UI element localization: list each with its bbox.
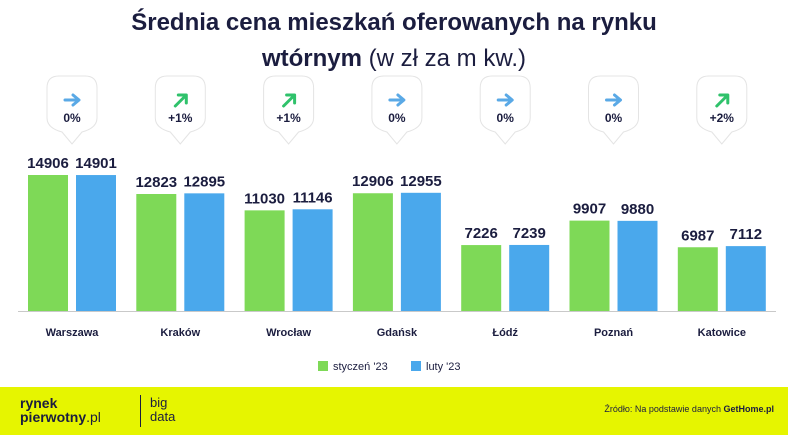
data-label: 6987 xyxy=(681,227,714,244)
bar xyxy=(461,245,502,311)
bar xyxy=(184,193,225,311)
change-marker xyxy=(479,75,531,145)
change-percent-label: +1% xyxy=(276,111,301,125)
legend-label: styczeń '23 xyxy=(333,361,388,373)
bar xyxy=(725,246,766,311)
bar xyxy=(28,175,68,311)
data-label: 12895 xyxy=(183,173,225,190)
source-prefix: Źródło: Na podstawie danych xyxy=(604,404,721,414)
big-data-logo: big data xyxy=(150,396,175,424)
right-arrow-icon xyxy=(63,93,81,107)
up-right-arrow-icon xyxy=(282,93,297,108)
change-percent-label: 0% xyxy=(63,111,81,125)
change-marker xyxy=(696,75,748,145)
source-brand: GetHome.pl xyxy=(723,404,774,414)
data-label: 12906 xyxy=(352,173,394,190)
chart-title-line1: Średnia cena mieszkań oferowanych na ryn… xyxy=(131,9,657,36)
data-label: 14906 xyxy=(27,155,69,172)
right-arrow-icon xyxy=(605,93,622,107)
data-label: 9880 xyxy=(621,201,654,218)
right-arrow-icon xyxy=(388,93,406,107)
change-percent-label: +1% xyxy=(168,111,193,125)
category-label: Warszawa xyxy=(46,327,100,339)
data-label: 7226 xyxy=(465,225,498,242)
change-marker xyxy=(154,75,206,145)
bar xyxy=(569,220,610,311)
bar xyxy=(292,209,333,311)
legend-swatch xyxy=(318,361,328,371)
logo-divider xyxy=(140,395,141,427)
logo-line2-wrap: pierwotny.pl xyxy=(20,410,101,424)
data-label: 7112 xyxy=(730,226,763,243)
right-arrow-icon xyxy=(496,93,514,107)
change-percent-label: +2% xyxy=(710,111,735,125)
category-label: Łódź xyxy=(492,327,518,339)
change-percent-label: 0% xyxy=(497,111,515,125)
bar xyxy=(244,210,285,311)
category-label: Wrocław xyxy=(266,327,311,339)
logo-line1: rynek xyxy=(20,395,58,411)
data-label: 12955 xyxy=(400,173,442,190)
change-percent-label: 0% xyxy=(388,111,406,125)
category-label: Kraków xyxy=(160,327,200,339)
data-label: 11030 xyxy=(244,190,285,207)
category-label: Poznań xyxy=(594,327,633,339)
change-marker xyxy=(46,75,98,145)
chart-title-line2: wtórnym (w zł za m kw.) xyxy=(0,44,788,74)
big-data-line1: big xyxy=(150,395,168,410)
chart-title-bold: wtórnym xyxy=(261,45,362,72)
up-right-arrow-icon xyxy=(173,93,188,108)
bar xyxy=(509,244,550,311)
data-label: 7239 xyxy=(513,225,546,242)
footer-bar: rynek pierwotny.pl big data Źródło: Na p… xyxy=(0,387,788,435)
legend-label: luty '23 xyxy=(426,361,461,373)
bar xyxy=(136,194,177,311)
bar xyxy=(352,193,393,311)
source-note: Źródło: Na podstawie danych GetHome.pl xyxy=(604,404,774,414)
data-label: 11146 xyxy=(293,189,333,206)
bar xyxy=(677,247,718,311)
logo-line2-suffix: .pl xyxy=(86,409,101,425)
category-label: Gdańsk xyxy=(377,327,418,339)
change-percent-label: 0% xyxy=(605,111,623,125)
category-label: Katowice xyxy=(698,327,746,339)
change-marker xyxy=(588,75,639,145)
bar xyxy=(76,175,116,311)
up-right-arrow-icon xyxy=(715,93,730,108)
chart-title-unit: (w zł za m kw.) xyxy=(368,45,527,72)
change-marker xyxy=(371,75,423,145)
bar xyxy=(400,192,441,311)
data-label: 12823 xyxy=(135,174,177,191)
data-label: 9907 xyxy=(573,201,606,218)
data-label: 14901 xyxy=(75,155,117,172)
change-marker xyxy=(263,75,315,145)
big-data-line2: data xyxy=(150,409,176,424)
rynek-pierwotny-logo: rynek pierwotny.pl xyxy=(20,396,101,424)
logo-line2: pierwotny xyxy=(20,409,87,425)
bar-chart: 0% 14906 14901 Warszawa +1% 12823 12895 Kraków +… xyxy=(18,75,776,373)
bar xyxy=(617,220,658,311)
legend-swatch xyxy=(411,361,421,371)
